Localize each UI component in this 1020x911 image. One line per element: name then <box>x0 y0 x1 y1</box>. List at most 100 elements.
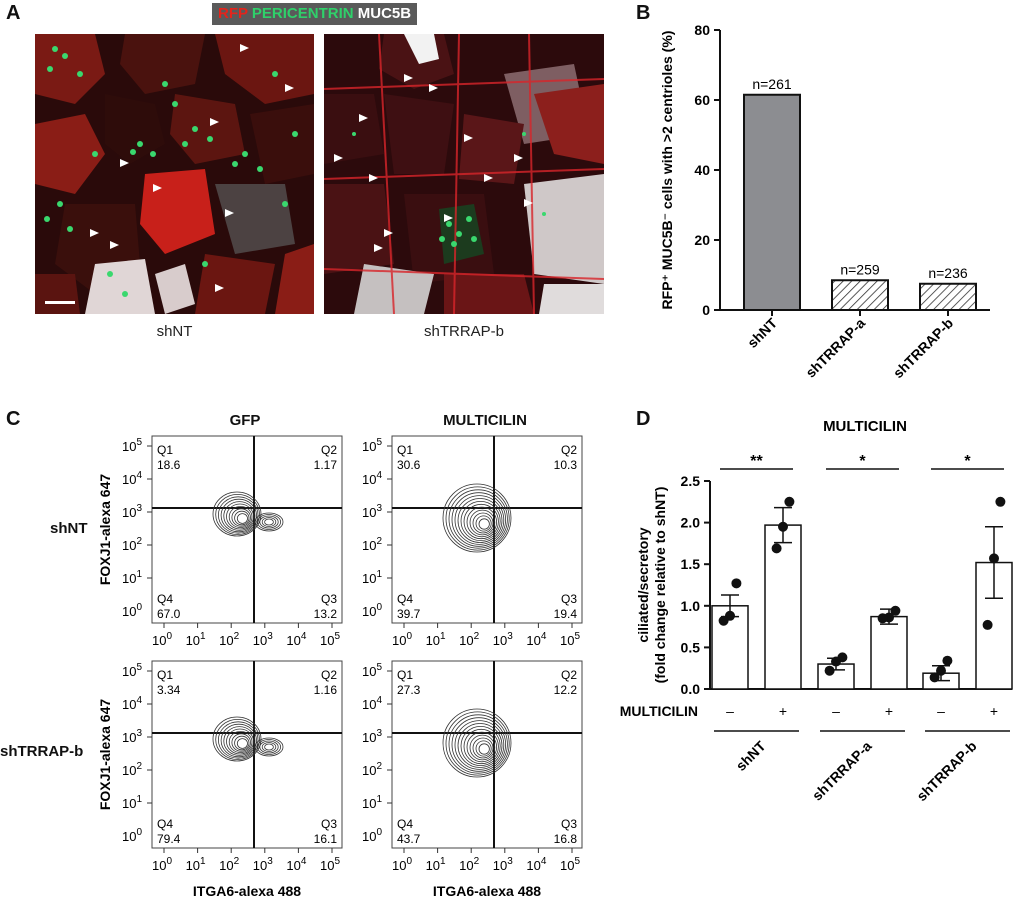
flow-quadrant-name: Q2 <box>561 668 577 682</box>
chart-b-y-tick-label: 20 <box>694 232 710 248</box>
flow-plot-frame <box>151 660 343 849</box>
flow-y-tick-label: 103 <box>362 728 382 745</box>
flow-contour <box>217 721 259 759</box>
flow-contour <box>234 510 250 526</box>
flow-col-title-gfp: GFP <box>229 412 261 429</box>
flow-contour <box>475 515 492 532</box>
flow-contour <box>442 708 512 778</box>
flow-quadrant-name: Q3 <box>561 592 577 606</box>
flow-contour <box>469 734 496 761</box>
flow-y-tick-label: 103 <box>362 503 382 520</box>
chart-d-y-tick-label: 1.0 <box>681 598 701 614</box>
flow-contour <box>212 491 262 537</box>
chart-b-n-label: n=236 <box>928 265 968 281</box>
flow-x-tick-label: 100 <box>152 631 172 648</box>
flow-quadrant-value: 16.1 <box>314 832 338 846</box>
flow-contour <box>254 737 284 757</box>
flow-col-title-multicilin: MULTICILIN <box>443 412 527 429</box>
chart-d-point <box>929 672 940 683</box>
flow-contour <box>220 498 257 533</box>
chart-d-point <box>824 665 835 676</box>
flow-contour <box>228 506 253 529</box>
flow-row-label-shtrrap-b: shTRRAP-b <box>0 743 84 760</box>
flow-contour <box>460 501 501 542</box>
flow-y-tick-label: 105 <box>122 662 142 679</box>
flow-plot-frame <box>391 660 583 849</box>
chart-d-significance: * <box>964 453 971 470</box>
panel-letter-d: D <box>636 408 651 430</box>
flow-y-axis-label: FOXJ1-alexa 647 <box>97 474 113 586</box>
chart-d-y-axis-label: ciliated/secretory <box>635 527 651 642</box>
flow-quadrant-value: 10.3 <box>554 458 578 472</box>
flow-contour <box>469 509 496 536</box>
micrograph-shnt-image <box>35 34 314 314</box>
flow-contour <box>475 740 492 757</box>
flow-x-tick-label: 101 <box>426 631 446 648</box>
flow-y-tick-label: 100 <box>362 827 382 844</box>
chart-d-y-tick-label: 2.0 <box>681 515 701 531</box>
flow-contour <box>226 728 254 755</box>
flow-plot-frame <box>391 435 583 624</box>
chart-d-y-tick-label: 0.5 <box>681 639 701 655</box>
chart-d-point <box>784 496 795 507</box>
flow-y-tick-label: 104 <box>122 695 142 712</box>
chart-d-sign-label: – <box>937 703 945 719</box>
flow-quadrant-name: Q1 <box>157 668 173 682</box>
flow-quadrant-name: Q4 <box>157 592 173 606</box>
flow-quadrant-value: 67.0 <box>157 607 181 621</box>
flow-x-tick-label: 100 <box>152 856 172 873</box>
flow-contour <box>451 492 506 547</box>
flow-y-tick-label: 105 <box>362 662 382 679</box>
flow-contour <box>463 503 499 540</box>
flow-contour <box>226 503 254 530</box>
flow-quadrant-value: 39.7 <box>397 607 421 621</box>
flow-x-tick-label: 100 <box>392 631 412 648</box>
flow-quadrant-name: Q2 <box>321 668 337 682</box>
flow-contour <box>442 483 512 553</box>
flow-contour <box>259 515 279 529</box>
chart-d-row-label: MULTICILIN <box>620 703 698 719</box>
flow-quadrant-name: Q3 <box>321 817 337 831</box>
chart-d-plot: MULTICILIN 0.0 0.5 1.0 1.5 2.0 2.5 ciliated/sec… <box>620 418 1013 804</box>
chart-b-bar-shnt <box>743 93 801 311</box>
flow-y-tick-label: 105 <box>362 437 382 454</box>
flow-y-tick-label: 100 <box>362 602 382 619</box>
flow-quadrant-value: 30.6 <box>397 458 421 472</box>
chart-d-point <box>771 543 782 554</box>
flow-contour <box>472 737 494 759</box>
flow-contour <box>261 517 277 527</box>
flow-contour <box>256 739 281 755</box>
flow-contour <box>472 512 494 534</box>
flow-quadrant-value: 13.2 <box>314 607 338 621</box>
chart-b-x-tick-label: shTRRAP-b <box>890 315 956 381</box>
chart-d: MULTICILIN 0.0 0.5 1.0 1.5 2.0 2.5 ciliated/sec… <box>620 418 1013 804</box>
chart-b-bar-shtrrap-a <box>831 279 889 311</box>
chart-d-point <box>877 613 888 624</box>
flow-y-tick-label: 105 <box>122 437 142 454</box>
flow-quadrant-name: Q4 <box>397 817 413 831</box>
flow-contour <box>448 714 508 774</box>
flow-y-tick-label: 104 <box>362 695 382 712</box>
flow-quadrant-value: 18.6 <box>157 458 181 472</box>
flow-contour <box>231 508 251 527</box>
chart-d-bar <box>870 615 908 690</box>
flow-x-tick-label: 102 <box>219 856 239 873</box>
flow-contour <box>259 740 279 754</box>
chart-d-significance: * <box>859 453 866 470</box>
chart-b-x-tick-label: shNT <box>744 314 780 350</box>
flow-contour <box>451 717 506 772</box>
flow-quadrant-value: 27.3 <box>397 683 421 697</box>
flow-contour <box>460 726 501 767</box>
legend-muc5b: MUC5B <box>357 5 412 22</box>
flow-x-axis-label: ITGA6-alexa 488 <box>193 883 301 899</box>
flow-y-tick-label: 104 <box>362 470 382 487</box>
flow-y-tick-label: 100 <box>122 827 142 844</box>
flow-quadrant-value: 43.7 <box>397 832 421 846</box>
chart-d-point <box>718 615 729 626</box>
chart-d-sign-label: + <box>885 703 893 719</box>
flow-x-tick-label: 103 <box>493 631 513 648</box>
flow-contour <box>478 743 490 755</box>
chart-d-group-label: shNT <box>733 737 769 773</box>
flow-contour <box>228 731 253 754</box>
